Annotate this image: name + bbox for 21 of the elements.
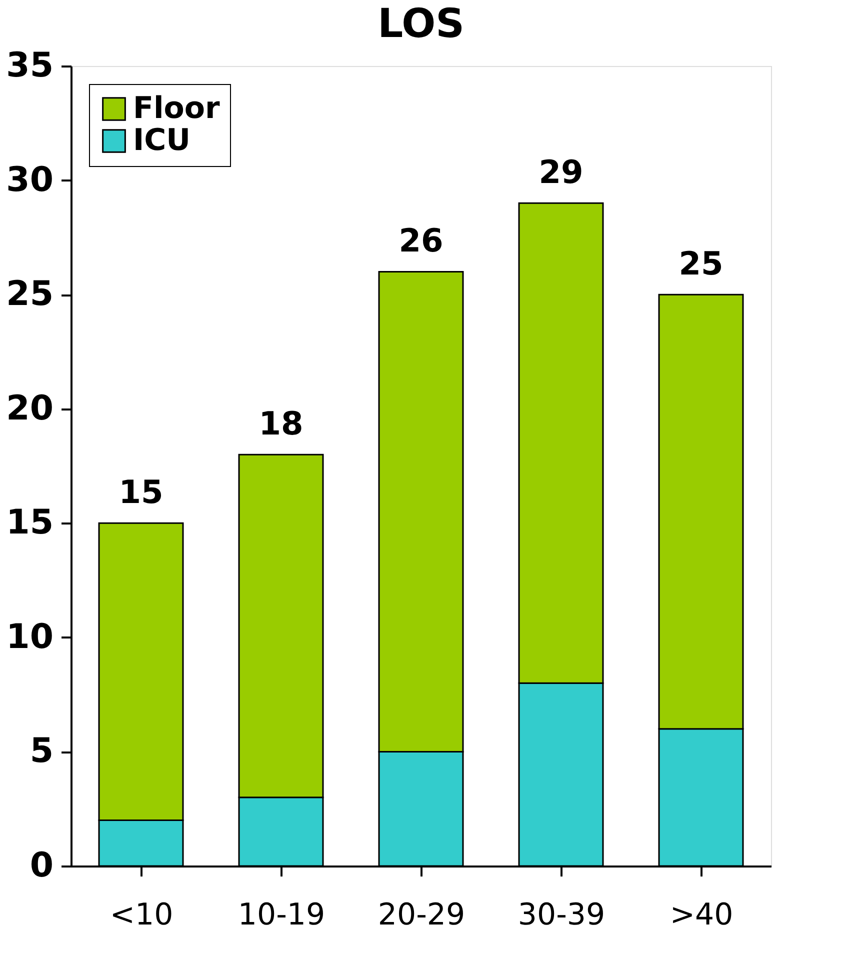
x-tick-label: 20-29 [378, 898, 466, 932]
total-label: 29 [538, 153, 584, 192]
legend-label: Floor [133, 91, 220, 126]
x-tick-label: >40 [670, 898, 734, 932]
y-tick-label: 15 [6, 502, 54, 543]
y-tick-label: 35 [6, 46, 54, 86]
x-tick-label: <10 [110, 898, 174, 932]
chart-title: LOS [378, 1, 464, 47]
y-tick-label: 0 [30, 846, 54, 886]
x-tick-label: 10-19 [238, 898, 326, 932]
total-label: 15 [118, 473, 164, 512]
total-label: 26 [398, 222, 444, 260]
total-label: 25 [678, 244, 724, 283]
y-tick-label: 25 [6, 274, 54, 314]
y-tick-label: 10 [6, 616, 54, 657]
x-tick-label: 30-39 [518, 898, 606, 932]
y-tick-label: 20 [6, 388, 54, 428]
y-tick-label: 5 [30, 731, 54, 772]
y-tick-label: 30 [6, 160, 54, 200]
total-label: 18 [258, 404, 304, 443]
legend-label: ICU [133, 123, 191, 158]
